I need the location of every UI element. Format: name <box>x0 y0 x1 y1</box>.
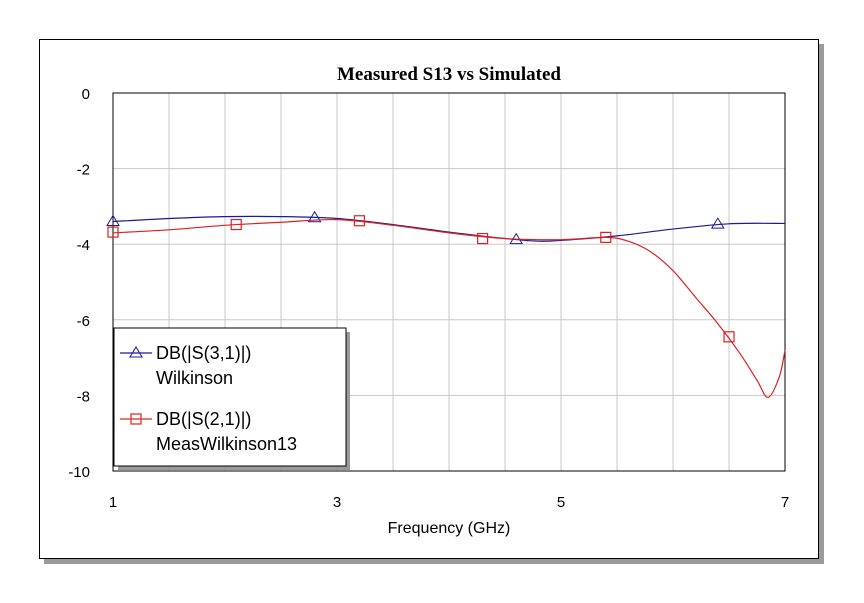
series-1 <box>106 210 786 245</box>
series-marker-triangle <box>106 214 120 227</box>
series-group <box>106 210 786 398</box>
x-tick-label: 1 <box>109 494 117 511</box>
series-marker-square <box>230 218 242 231</box>
series-marker-square <box>723 331 735 343</box>
x-tick-labels: 1 3 5 7 <box>109 494 789 511</box>
legend-series-subtitle: MeasWilkinson13 <box>156 434 297 454</box>
legend-series-subtitle: Wilkinson <box>156 368 233 388</box>
y-tick-label: 0 <box>82 86 90 103</box>
x-tick-label: 3 <box>333 494 341 511</box>
x-tick-label: 5 <box>557 494 565 511</box>
y-tick-label: -10 <box>68 464 90 481</box>
series-marker-square <box>107 226 119 238</box>
y-tick-label: -8 <box>77 388 90 405</box>
legend: DB(|S(3,1)|) Wilkinson DB(|S(2,1)|) MeasWil… <box>113 327 350 470</box>
series-marker-square <box>600 231 612 243</box>
series-marker-triangle <box>129 346 143 358</box>
series-marker-triangle <box>307 210 322 223</box>
x-axis-label: Frequency (GHz) <box>388 520 511 537</box>
series-marker-square <box>353 215 365 227</box>
legend-box <box>113 327 347 467</box>
chart-title: Measured S13 vs Simulated <box>337 64 561 85</box>
y-tick-labels: 0 -2 -4 -6 -8 -10 <box>68 86 90 481</box>
legend-series-name: DB(|S(2,1)|) <box>156 409 251 429</box>
plot-border <box>112 92 786 472</box>
x-tick-label: 7 <box>781 494 789 511</box>
legend-series-name: DB(|S(3,1)|) <box>156 343 251 363</box>
series-marker-triangle <box>710 217 725 229</box>
y-tick-label: -2 <box>77 162 90 179</box>
y-tick-label: -4 <box>77 237 90 254</box>
series-2 <box>107 215 786 398</box>
series-line <box>112 218 786 398</box>
series-marker-square <box>130 413 142 425</box>
y-tick-label: -6 <box>77 313 90 330</box>
series-marker-square <box>477 232 489 245</box>
